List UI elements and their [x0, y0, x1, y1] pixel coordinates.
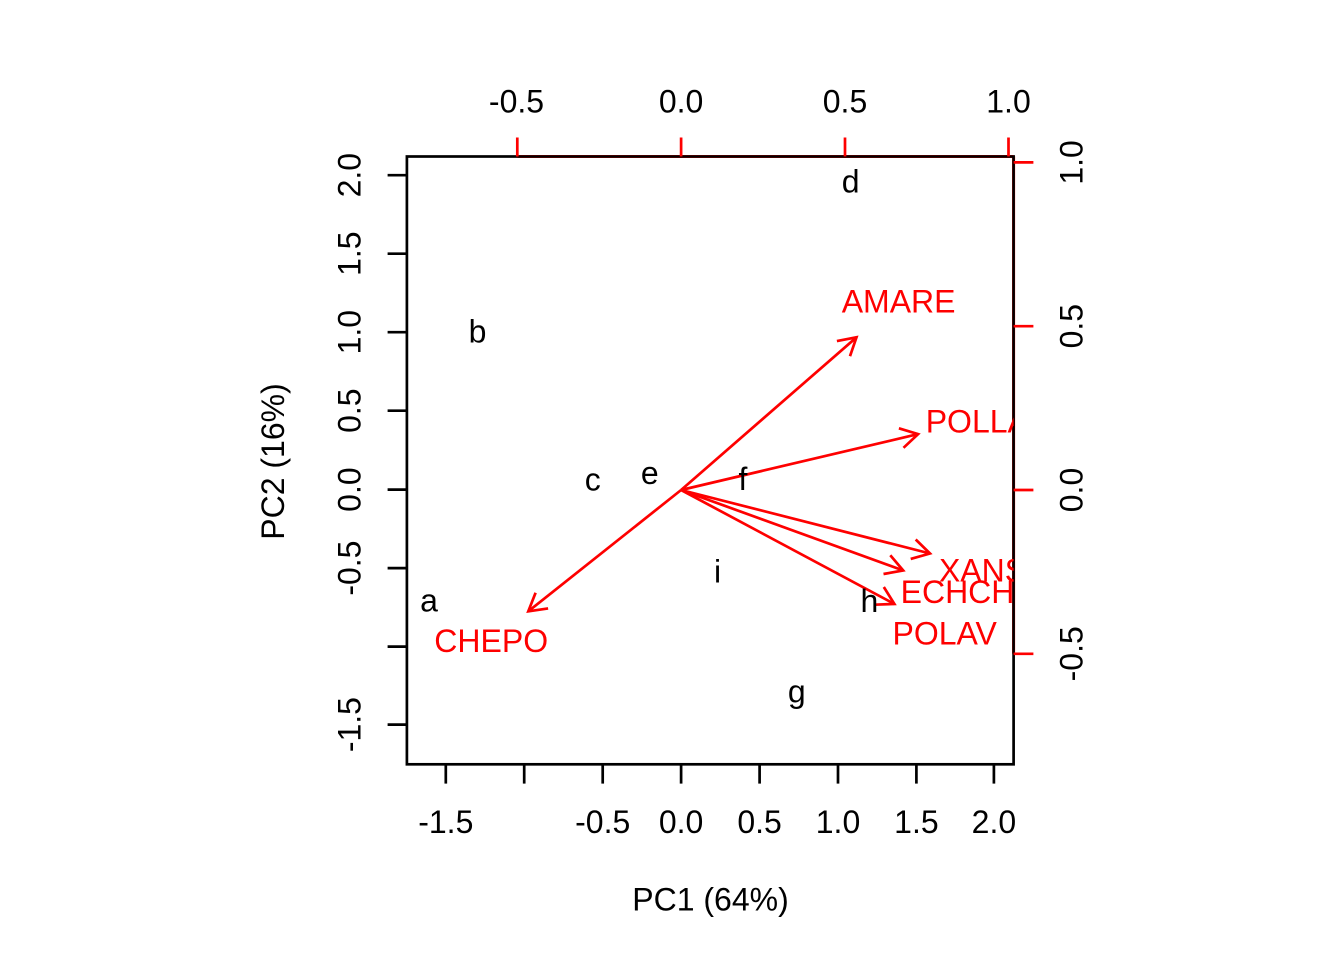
svg-text:0.5: 0.5 — [332, 388, 368, 432]
svg-text:-0.5: -0.5 — [332, 541, 368, 596]
svg-text:POLAV: POLAV — [893, 615, 998, 651]
svg-text:0.5: 0.5 — [823, 83, 867, 119]
svg-text:0.0: 0.0 — [332, 467, 368, 511]
svg-text:2.0: 2.0 — [972, 804, 1016, 840]
svg-text:0.5: 0.5 — [1054, 304, 1090, 348]
svg-text:0.0: 0.0 — [659, 804, 703, 840]
svg-text:1.5: 1.5 — [332, 231, 368, 275]
svg-text:g: g — [788, 673, 806, 709]
svg-text:AMARE: AMARE — [842, 283, 956, 319]
svg-text:-0.5: -0.5 — [1054, 626, 1090, 681]
svg-text:-0.5: -0.5 — [489, 83, 544, 119]
svg-text:c: c — [585, 462, 601, 498]
svg-text:a: a — [420, 583, 438, 619]
svg-text:0.0: 0.0 — [1054, 468, 1090, 512]
svg-text:1.5: 1.5 — [894, 804, 938, 840]
svg-text:1.0: 1.0 — [986, 83, 1030, 119]
svg-text:-1.5: -1.5 — [332, 697, 368, 752]
svg-text:d: d — [842, 163, 860, 199]
svg-text:CHEPO: CHEPO — [434, 623, 548, 659]
svg-text:1.0: 1.0 — [816, 804, 860, 840]
svg-text:-0.5: -0.5 — [575, 804, 630, 840]
svg-text:POLLA: POLLA — [926, 403, 1030, 439]
svg-text:0.0: 0.0 — [659, 83, 703, 119]
svg-text:1.0: 1.0 — [1054, 140, 1090, 184]
svg-text:0.5: 0.5 — [737, 804, 781, 840]
svg-text:PC1 (64%): PC1 (64%) — [632, 882, 789, 918]
svg-text:b: b — [469, 314, 487, 350]
svg-text:XANST: XANST — [939, 552, 1046, 588]
svg-text:i: i — [714, 554, 721, 590]
svg-text:f: f — [739, 461, 748, 497]
svg-text:ECHCH: ECHCH — [901, 574, 1015, 610]
svg-text:PC2 (16%): PC2 (16%) — [255, 383, 291, 540]
svg-text:h: h — [861, 583, 879, 619]
svg-text:-1.5: -1.5 — [418, 804, 473, 840]
svg-text:e: e — [641, 455, 659, 491]
svg-text:2.0: 2.0 — [332, 153, 368, 197]
svg-text:1.0: 1.0 — [332, 310, 368, 354]
